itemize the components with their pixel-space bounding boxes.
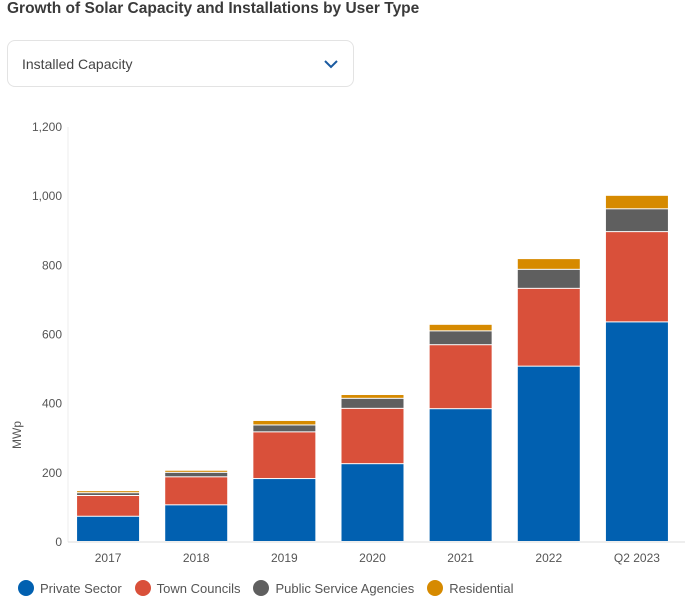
bar-segment-town-councils bbox=[605, 232, 668, 322]
bar-segment-private-sector bbox=[253, 479, 316, 541]
x-tick-label: 2020 bbox=[359, 551, 386, 565]
bar-segment-town-councils bbox=[429, 345, 492, 409]
x-tick-label: 2018 bbox=[183, 551, 210, 565]
chevron-down-icon bbox=[324, 59, 338, 68]
legend-label: Residential bbox=[449, 580, 514, 596]
bar-segment-private-sector bbox=[77, 516, 140, 541]
stacked-bar-chart: 0 200 400 600 800 1,000 1,200 MWp 2017 2018 2019 20… bbox=[10, 120, 685, 565]
bar-segment-public-service-agencies bbox=[253, 425, 316, 432]
legend-item[interactable]: Public Service Agencies bbox=[253, 580, 414, 596]
x-tick-label: 2022 bbox=[535, 551, 562, 565]
y-tick-label: 200 bbox=[42, 466, 62, 480]
bar-segment-residential bbox=[429, 324, 492, 331]
bar-segment-town-councils bbox=[517, 288, 580, 366]
x-tick-label: 2021 bbox=[447, 551, 474, 565]
legend-swatch bbox=[18, 580, 34, 596]
x-tick-label: 2017 bbox=[95, 551, 122, 565]
bar-segment-residential bbox=[517, 259, 580, 269]
bar-segment-residential bbox=[77, 491, 140, 493]
legend-swatch bbox=[427, 580, 444, 596]
legend-label: Town Councils bbox=[156, 580, 241, 596]
x-tick-label: Q2 2023 bbox=[614, 551, 660, 565]
bar-segment-private-sector bbox=[165, 505, 228, 541]
bar-segment-private-sector bbox=[341, 464, 404, 541]
bar-segment-residential bbox=[605, 195, 668, 209]
bar-segment-public-service-agencies bbox=[517, 269, 580, 288]
x-tick-label: 2019 bbox=[271, 551, 298, 565]
bar-segment-residential bbox=[341, 395, 404, 398]
y-tick-label: 400 bbox=[42, 397, 62, 411]
bar-segment-town-councils bbox=[341, 408, 404, 464]
bar-segment-town-councils bbox=[165, 477, 228, 505]
bar-segment-private-sector bbox=[605, 322, 668, 541]
bar-segment-residential bbox=[253, 420, 316, 425]
bar-segment-private-sector bbox=[429, 409, 492, 541]
bar-segment-private-sector bbox=[517, 366, 580, 541]
bar-segment-public-service-agencies bbox=[77, 493, 140, 496]
y-axis-label: MWp bbox=[10, 421, 24, 449]
legend-item[interactable]: Residential bbox=[427, 580, 514, 596]
legend-label: Private Sector bbox=[40, 580, 122, 596]
y-tick-label: 1,200 bbox=[32, 120, 62, 134]
y-tick-label: 600 bbox=[42, 328, 62, 342]
y-tick-label: 800 bbox=[42, 258, 62, 272]
legend-item[interactable]: Private Sector bbox=[18, 580, 122, 596]
bar-segment-public-service-agencies bbox=[341, 398, 404, 408]
metric-dropdown[interactable]: Installed Capacity bbox=[7, 40, 354, 87]
bar-segment-public-service-agencies bbox=[429, 331, 492, 345]
legend: Private Sector Town Councils Public Servic… bbox=[18, 580, 527, 596]
y-tick-label: 0 bbox=[55, 535, 62, 549]
legend-swatch bbox=[253, 580, 270, 596]
bar-segment-public-service-agencies bbox=[605, 209, 668, 232]
bar-segment-public-service-agencies bbox=[165, 472, 228, 477]
bar-segment-town-councils bbox=[253, 432, 316, 479]
bar-segment-town-councils bbox=[77, 496, 140, 516]
y-tick-label: 1,000 bbox=[32, 189, 62, 203]
chart-title: Growth of Solar Capacity and Installatio… bbox=[7, 0, 420, 17]
legend-item[interactable]: Town Councils bbox=[134, 580, 241, 596]
bar-segment-residential bbox=[165, 470, 228, 472]
legend-label: Public Service Agencies bbox=[275, 580, 415, 596]
legend-swatch bbox=[134, 580, 151, 596]
dropdown-selected-value: Installed Capacity bbox=[22, 55, 133, 72]
